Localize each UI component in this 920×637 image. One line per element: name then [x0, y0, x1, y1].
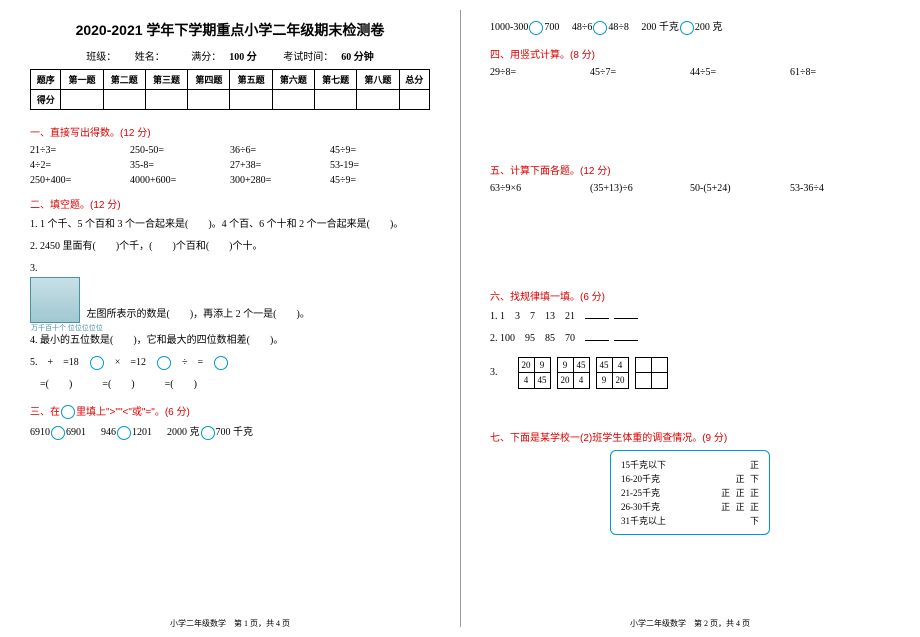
survey-row: 26-30千克正 正 正 [621, 500, 759, 513]
survey-row: 31千克以上下 [621, 514, 759, 527]
q2-4: 4. 最小的五位数是( )，它和最大的四位数相差( )。 [30, 333, 430, 349]
calc-item: 35-8= [130, 160, 230, 171]
full-label: 满分：100 分 [183, 52, 257, 63]
score-table: 题序第一题第二题第三题第四题第五题第六题第七题第八题总分 得分 [30, 69, 430, 110]
survey-row: 15千克以下正 [621, 458, 759, 471]
survey-box: 15千克以下正16-20千克正 下21-25千克正 正 正26-30千克正 正 … [610, 450, 770, 535]
pattern-cell: 20 [557, 373, 573, 388]
calc-item: 45÷9= [330, 145, 430, 156]
pattern-cell: 9 [596, 373, 612, 388]
pattern-table: 209445 [518, 357, 551, 389]
score-cell [314, 90, 356, 110]
score-cell [145, 90, 187, 110]
score-header-cell: 第三题 [145, 70, 187, 90]
footer-1: 小学二年级数学 第 1 页，共 4 页 [0, 618, 460, 629]
score-header-cell: 第二题 [103, 70, 145, 90]
calc-item: 45÷9= [330, 175, 430, 186]
score-cell [399, 90, 429, 110]
score-cell: 得分 [31, 90, 61, 110]
calc-row: 21÷3=250-50=36÷6=45÷9= [30, 145, 430, 156]
calc-item: 27+38= [230, 160, 330, 171]
pattern-cell: 4 [518, 373, 534, 388]
section-1-header: 一、直接写出得数。(12 分) [30, 124, 430, 139]
page-right: 1000-300700 48÷648÷8 200 千克200 克 四、用竖式计算… [460, 0, 920, 637]
score-cell [230, 90, 272, 110]
score-cell [357, 90, 399, 110]
pattern-cell: 9 [557, 358, 573, 373]
pattern-cell: 45 [534, 373, 550, 388]
score-cell [188, 90, 230, 110]
footer-2: 小学二年级数学 第 2 页，共 4 页 [460, 618, 920, 629]
score-cell [103, 90, 145, 110]
pattern-cell: 9 [534, 358, 550, 373]
calc-item: 21÷3= [30, 145, 130, 156]
pattern-cell: 45 [573, 358, 589, 373]
score-header-cell: 第四题 [188, 70, 230, 90]
page-left: 2020-2021 学年下学期重点小学二年级期末检测卷 班级： 姓名： 满分：1… [0, 0, 460, 637]
pattern-cell: 20 [518, 358, 534, 373]
calc-item: 4÷2= [30, 160, 130, 171]
section-5-header: 五、计算下面各题。(12 分) [490, 162, 890, 177]
s6-q2: 2. 100 95 85 70 [490, 331, 890, 347]
section-2-header: 二、填空题。(12 分) [30, 196, 430, 211]
calc-row: 4÷2=35-8=27+38=53-19= [30, 160, 430, 171]
calc-item: 53-19= [330, 160, 430, 171]
pattern-cell: 45 [596, 358, 612, 373]
section-6-header: 六、找规律填一填。(6 分) [490, 288, 890, 303]
abacus-labels: 万千百十个 位位位位位 [31, 323, 79, 334]
score-header-cell: 第七题 [314, 70, 356, 90]
pattern-cell [635, 358, 651, 373]
time-label: 考试时间：60 分钟 [275, 52, 374, 63]
pattern-cell [635, 373, 651, 388]
pattern-table: 454920 [596, 357, 629, 389]
calc-item: 36÷6= [230, 145, 330, 156]
score-header-cell: 第五题 [230, 70, 272, 90]
survey-row: 21-25千克正 正 正 [621, 486, 759, 499]
score-cell [272, 90, 314, 110]
q2-2: 2. 2450 里面有( )个千，( )个百和( )个十。 [30, 239, 430, 255]
calc-item: 250-50= [130, 145, 230, 156]
s6-q3: 3. 209445945204454920 [490, 353, 890, 393]
calc-item: 250+400= [30, 175, 130, 186]
s4-row: 29÷8= 45÷7= 44÷5= 61÷8= [490, 67, 890, 78]
q2-3: 3. 万千百十个 位位位位位 左图所表示的数是( )，再添上 2 个一是( )。 [30, 261, 430, 323]
exam-title: 2020-2021 学年下学期重点小学二年级期末检测卷 [30, 20, 430, 40]
section-7-header: 七、下面是某学校一(2)班学生体重的调查情况。(9 分) [490, 429, 890, 444]
score-header-cell: 第一题 [61, 70, 103, 90]
s6-q1: 1. 1 3 7 13 21 [490, 309, 890, 325]
section-4-header: 四、用竖式计算。(8 分) [490, 46, 890, 61]
pattern-cell [651, 358, 667, 373]
q2-1: 1. 1 个千、5 个百和 3 个一合起来是( )。4 个百、6 个十和 2 个… [30, 217, 430, 233]
q2-5b: =( ) =( ) =( ) [30, 377, 430, 393]
calc-item: 300+280= [230, 175, 330, 186]
q2-5: 5. + =18 × =12 ÷ = [30, 355, 430, 371]
pattern-cell: 20 [612, 373, 628, 388]
calc-row: 250+400=4000+600=300+280=45÷9= [30, 175, 430, 186]
pattern-cell [651, 373, 667, 388]
name-label: 姓名： [135, 52, 165, 63]
score-header-cell: 第六题 [272, 70, 314, 90]
score-cell [61, 90, 103, 110]
section-3-header: 三、在里填上">""<"或"="。(6 分) [30, 403, 430, 419]
calc-item: 4000+600= [130, 175, 230, 186]
abacus-image: 万千百十个 位位位位位 [30, 277, 80, 323]
score-header-cell: 总分 [399, 70, 429, 90]
pattern-table: 945204 [557, 357, 590, 389]
score-header-cell: 第八题 [357, 70, 399, 90]
pattern-cell: 4 [573, 373, 589, 388]
pattern-cell: 4 [612, 358, 628, 373]
class-label: 班级： [86, 52, 116, 63]
s3-row2: 1000-300700 48÷648÷8 200 千克200 克 [490, 20, 890, 36]
survey-row: 16-20千克正 下 [621, 472, 759, 485]
pattern-table [635, 357, 668, 389]
exam-info: 班级： 姓名： 满分：100 分 考试时间：60 分钟 [30, 48, 430, 63]
s5-row: 63÷9×6 (35+13)÷6 50-(5+24) 53-36÷4 [490, 183, 890, 194]
s3-row1: 69106901 9461201 2000 克700 千克 [30, 425, 430, 441]
score-header-cell: 题序 [31, 70, 61, 90]
